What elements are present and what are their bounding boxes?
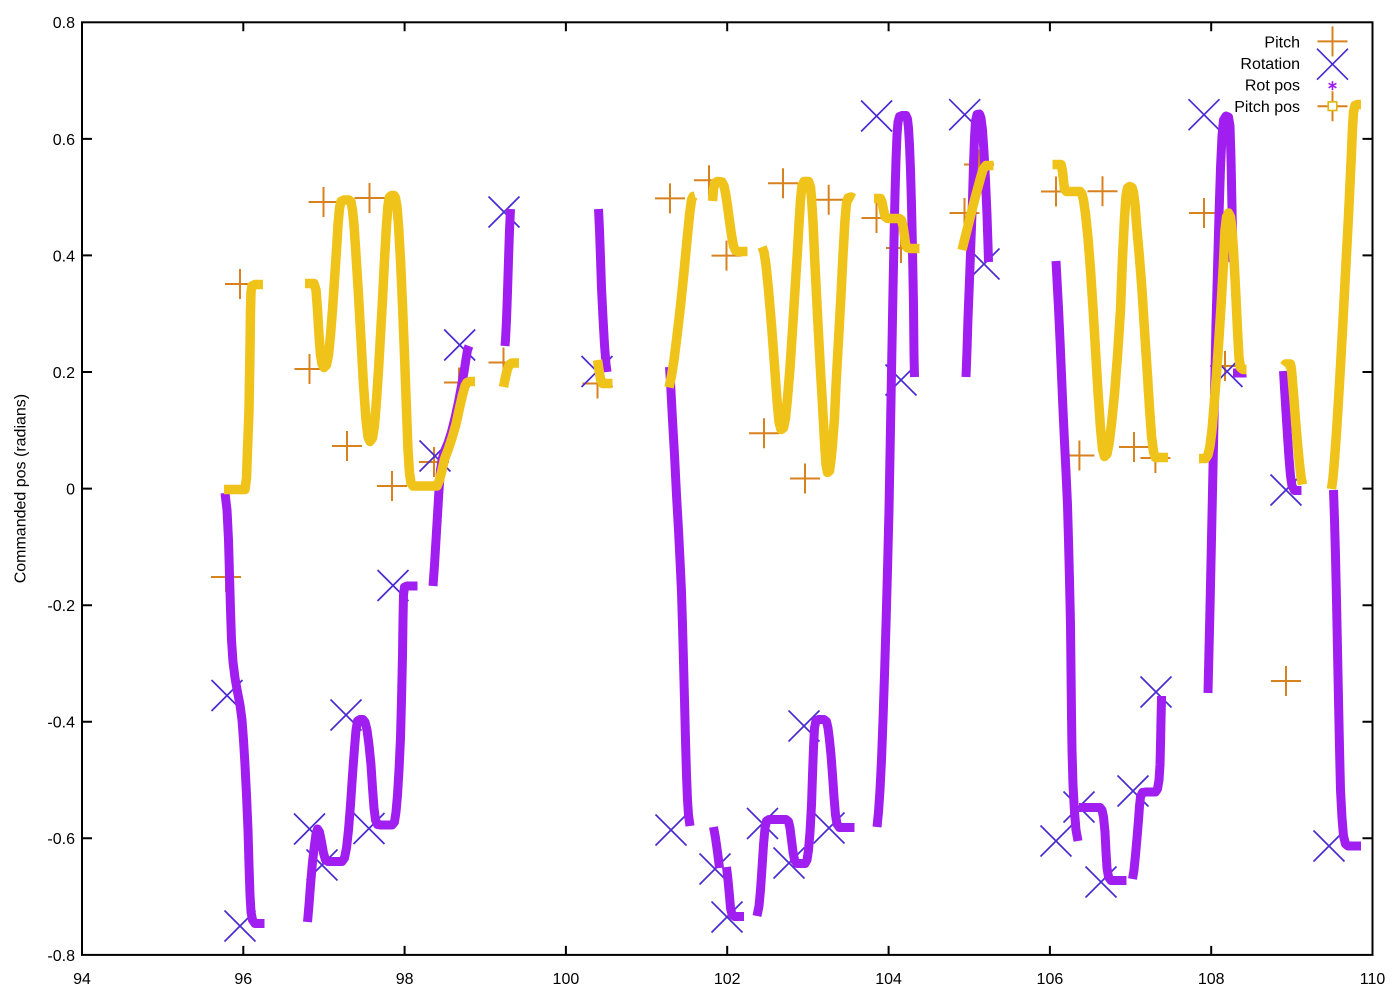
svg-text:0.6: 0.6 [53, 132, 75, 149]
svg-text:106: 106 [1037, 971, 1064, 988]
svg-text:102: 102 [714, 971, 741, 988]
svg-text:0.8: 0.8 [53, 15, 75, 32]
svg-text:-0.2: -0.2 [47, 598, 75, 615]
svg-text:94: 94 [73, 971, 91, 988]
svg-text:104: 104 [875, 971, 902, 988]
svg-text:-0.8: -0.8 [47, 948, 75, 965]
svg-text:98: 98 [396, 971, 414, 988]
svg-text:Commanded pos (radians): Commanded pos (radians) [13, 394, 30, 583]
svg-text:-0.6: -0.6 [47, 831, 75, 848]
svg-text:110: 110 [1360, 971, 1386, 988]
svg-text:Pitch pos: Pitch pos [1234, 99, 1300, 116]
svg-text:-0.4: -0.4 [47, 715, 75, 732]
svg-text:Pitch: Pitch [1264, 34, 1300, 51]
svg-text:Rot pos: Rot pos [1245, 78, 1300, 95]
svg-text:96: 96 [234, 971, 252, 988]
svg-text:0.2: 0.2 [53, 365, 75, 382]
svg-text:0.4: 0.4 [53, 248, 75, 265]
svg-text:0: 0 [66, 482, 75, 499]
svg-text:100: 100 [553, 971, 580, 988]
svg-text:Rotation: Rotation [1240, 56, 1300, 73]
svg-text:108: 108 [1198, 971, 1225, 988]
